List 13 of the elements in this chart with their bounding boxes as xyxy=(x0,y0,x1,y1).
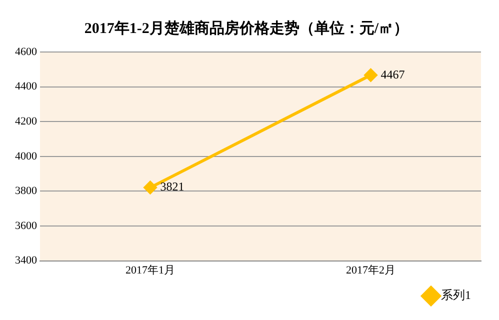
x-tick-label: 2017年2月 xyxy=(346,264,396,276)
y-tick-label: 4400 xyxy=(15,80,38,93)
y-tick-label: 3400 xyxy=(15,254,38,267)
x-tick-label: 2017年1月 xyxy=(126,264,175,276)
y-tick-label: 4600 xyxy=(15,46,38,58)
y-tick-label: 4000 xyxy=(15,150,38,162)
data-label: 3821 xyxy=(160,180,184,194)
data-label: 4467 xyxy=(380,67,405,82)
y-tick-label: 4200 xyxy=(15,115,38,128)
legend-label: 系列1 xyxy=(441,288,471,302)
y-tick-label: 3600 xyxy=(15,220,38,232)
chart-title: 2017年1-2月楚雄商品房价格走势（单位：元/㎡） xyxy=(84,18,409,37)
y-tick-label: 3800 xyxy=(15,185,38,198)
